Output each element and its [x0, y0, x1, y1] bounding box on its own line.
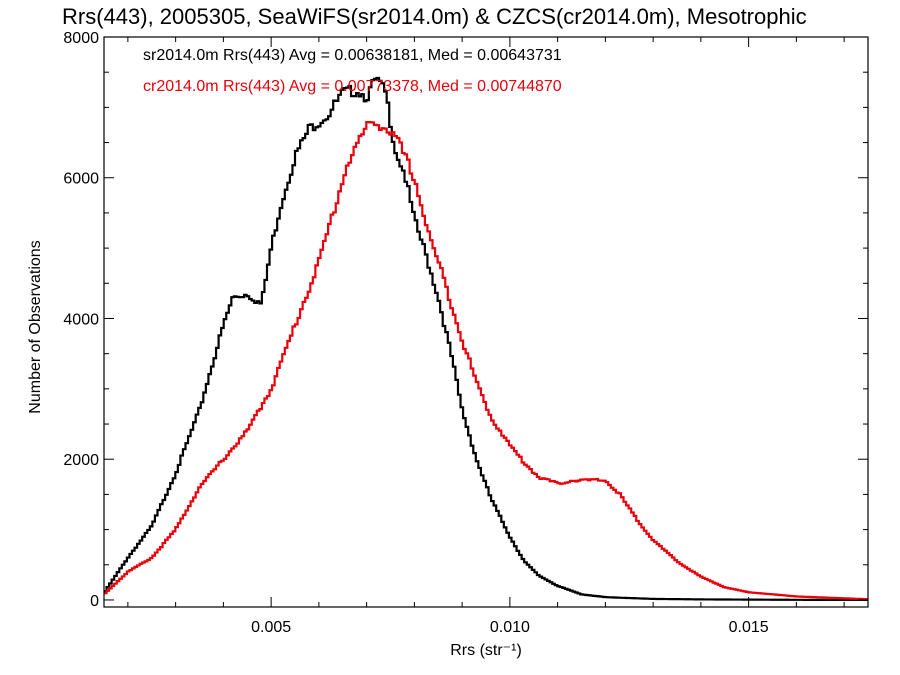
- x-axis-label: Rrs (str⁻¹): [450, 642, 522, 659]
- legend: sr2014.0m Rrs(443) Avg = 0.00638181, Med…: [143, 47, 562, 95]
- legend-entry-2: cr2014.0m Rrs(443) Avg = 0.00773378, Med…: [143, 78, 562, 95]
- x-tick-label: 0.015: [729, 619, 769, 636]
- legend-entry-1: sr2014.0m Rrs(443) Avg = 0.00638181, Med…: [143, 47, 562, 64]
- series-line-1: [104, 76, 868, 602]
- y-tick-label: 8000: [63, 30, 99, 47]
- label-layer: 0.005 0.010 0.015 0 2000 4000 6000 8000 Rrs (str…: [27, 30, 769, 659]
- tick-layer: [104, 36, 868, 607]
- y-tick-label: 2000: [63, 452, 99, 469]
- y-tick-label: 4000: [63, 311, 99, 328]
- series-line-2: [104, 120, 868, 601]
- plot-frame: [103, 36, 869, 608]
- y-tick-label: 0: [90, 593, 99, 610]
- x-tick-label: 0.010: [490, 619, 530, 636]
- chart-title: Rrs(443), 2005305, SeaWiFS(sr2014.0m) & …: [62, 4, 807, 29]
- y-tick-label: 6000: [63, 171, 99, 188]
- x-tick-label: 0.005: [251, 619, 291, 636]
- series-layer: [104, 76, 868, 602]
- y-axis-label: Number of Observations: [27, 240, 44, 413]
